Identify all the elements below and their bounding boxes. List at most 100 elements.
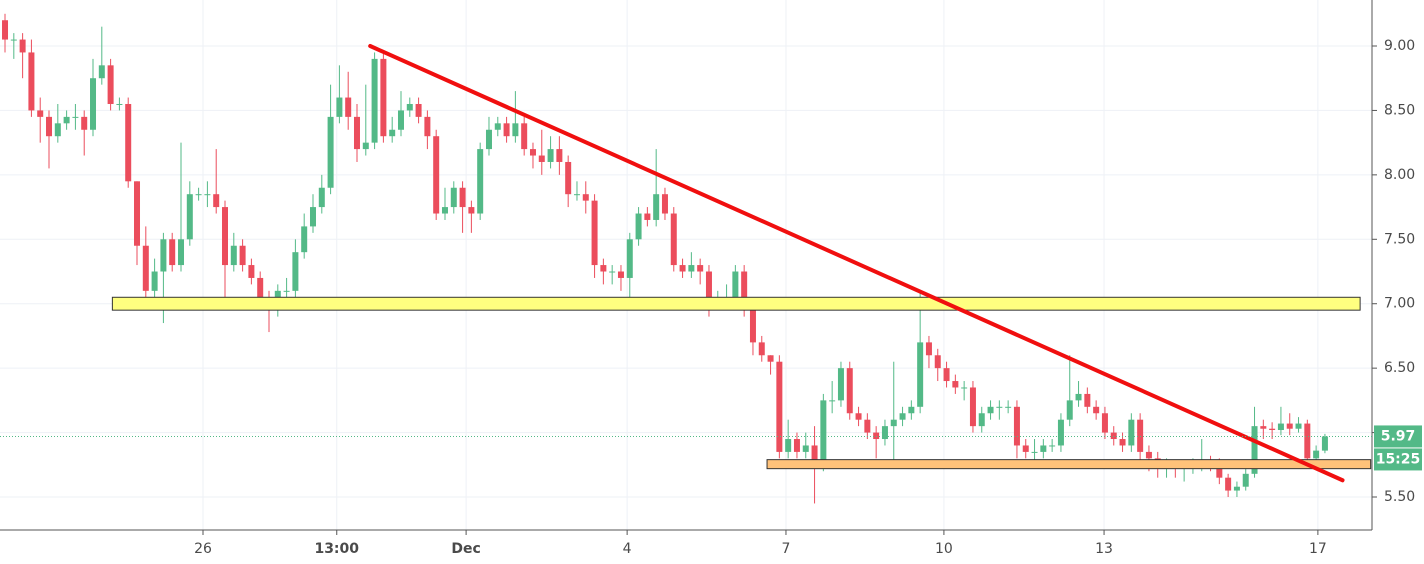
candle-body — [661, 194, 668, 214]
candle-body — [653, 194, 660, 220]
candle-body — [767, 355, 774, 362]
candle-body — [952, 381, 959, 388]
candle-body — [1005, 406, 1012, 408]
trendline — [368, 44, 1345, 483]
candle-body — [1119, 439, 1126, 446]
candle-body — [987, 406, 994, 414]
y-tick-label: 9.00 — [1384, 38, 1415, 54]
zone — [766, 459, 1372, 470]
candle-body — [556, 149, 563, 162]
candle-body — [1260, 426, 1267, 429]
candle-body — [2, 20, 9, 40]
candle-body — [617, 271, 624, 278]
candle-body — [1075, 393, 1082, 401]
candle-body — [90, 78, 97, 130]
countdown-label: 15:25 — [1376, 451, 1421, 467]
candle-body — [890, 419, 897, 427]
x-tick-label: 10 — [935, 541, 953, 557]
candle-body — [1269, 428, 1276, 431]
candle-body — [424, 116, 431, 137]
candle-body — [1304, 423, 1311, 459]
candle-body — [670, 213, 677, 266]
candle-body — [538, 155, 545, 162]
y-tick-label: 6.50 — [1384, 360, 1415, 376]
candle-body — [899, 413, 906, 420]
candle-body — [521, 123, 528, 150]
x-tick-label: 4 — [623, 541, 632, 557]
candle-body — [380, 58, 387, 137]
candle-body — [433, 136, 440, 214]
candle-body — [441, 207, 448, 214]
candle-body — [802, 445, 809, 452]
candle-body — [1277, 423, 1284, 431]
candle-body — [151, 271, 158, 291]
candle-body — [10, 39, 17, 41]
x-tick-label: 13 — [1095, 541, 1113, 557]
candle-body — [371, 58, 378, 143]
candle-body — [749, 310, 756, 343]
candle-body — [811, 445, 818, 465]
candle-body — [169, 239, 176, 266]
candle-body — [1031, 451, 1038, 453]
candle-body — [213, 194, 220, 208]
candle-body — [336, 97, 343, 117]
candle-body — [1295, 423, 1302, 429]
candle-body — [1110, 432, 1117, 440]
zone — [111, 296, 1361, 311]
candle-body — [961, 387, 968, 389]
candle-body — [1251, 426, 1258, 474]
candle-body — [969, 387, 976, 427]
candle-body — [864, 419, 871, 433]
candle-body — [873, 432, 880, 440]
candle-body — [846, 368, 853, 414]
candle-body — [688, 265, 695, 272]
candle-body — [116, 103, 123, 105]
countdown-box — [1374, 448, 1422, 471]
candle-body — [134, 181, 141, 246]
candle-body — [204, 194, 211, 196]
candle-body — [459, 187, 466, 208]
candle-body — [1093, 406, 1100, 414]
candle-body — [934, 355, 941, 369]
candle-body — [239, 245, 246, 266]
x-tick-label: Dec — [451, 541, 480, 557]
y-tick-label: 8.50 — [1384, 102, 1415, 118]
candle-body — [54, 123, 61, 137]
candle-body — [1225, 477, 1232, 491]
candle-body — [301, 226, 308, 253]
last-price-label: 5.97 — [1381, 428, 1416, 444]
candle-body — [345, 97, 352, 117]
y-tick-label: 5.50 — [1384, 489, 1415, 505]
candle-body — [125, 103, 132, 182]
candle-body — [1049, 445, 1056, 447]
candle-body — [318, 187, 325, 208]
candle-body — [512, 123, 519, 137]
candle-body — [1101, 413, 1108, 433]
candle-body — [142, 245, 149, 291]
candle-body — [565, 161, 572, 195]
candle-body — [494, 123, 501, 130]
candle-body — [1084, 393, 1091, 407]
candle-body — [820, 400, 827, 465]
candle-body — [705, 271, 712, 311]
x-tick-label: 7 — [782, 541, 791, 557]
candle-body — [855, 413, 862, 420]
candle-body — [406, 103, 413, 111]
y-tick-label: 7.50 — [1384, 231, 1415, 247]
candle-body — [626, 239, 633, 278]
candle-body — [758, 342, 765, 356]
candle-body — [485, 129, 492, 150]
candle-body — [309, 207, 316, 227]
candle-body — [46, 116, 53, 137]
candle-body — [635, 213, 642, 240]
candle-body — [283, 290, 290, 292]
candle-body — [468, 207, 475, 214]
candle-body — [917, 342, 924, 407]
candle-body — [98, 65, 105, 79]
candle-body — [925, 342, 932, 356]
candle-body — [573, 194, 580, 196]
candle-body — [503, 123, 510, 137]
candle-body — [1040, 445, 1047, 452]
candle-body — [81, 116, 88, 130]
candle-body — [107, 65, 114, 104]
